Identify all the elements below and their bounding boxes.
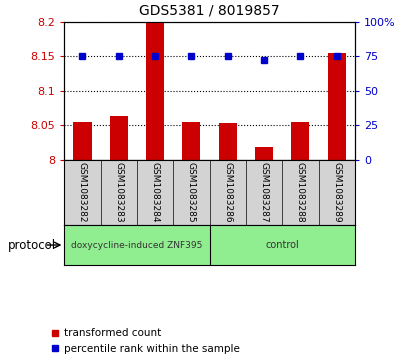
Legend: transformed count, percentile rank within the sample: transformed count, percentile rank withi… — [47, 324, 244, 358]
Text: GSM1083289: GSM1083289 — [332, 162, 341, 222]
Title: GDS5381 / 8019857: GDS5381 / 8019857 — [139, 4, 280, 18]
Bar — [219, 123, 237, 160]
Text: GSM1083282: GSM1083282 — [78, 162, 87, 222]
Text: control: control — [265, 240, 299, 250]
Bar — [255, 147, 273, 160]
Text: doxycycline-induced ZNF395: doxycycline-induced ZNF395 — [71, 241, 203, 249]
Bar — [327, 53, 346, 160]
Text: GSM1083285: GSM1083285 — [187, 162, 196, 222]
Text: protocol: protocol — [8, 238, 56, 252]
Bar — [291, 122, 310, 160]
Text: GSM1083286: GSM1083286 — [223, 162, 232, 222]
Text: GSM1083287: GSM1083287 — [259, 162, 269, 222]
Bar — [110, 116, 128, 160]
Text: GSM1083283: GSM1083283 — [114, 162, 123, 222]
Text: GSM1083284: GSM1083284 — [151, 162, 160, 222]
Bar — [146, 22, 164, 160]
Bar — [182, 122, 200, 160]
Bar — [73, 122, 92, 160]
Text: GSM1083288: GSM1083288 — [296, 162, 305, 222]
